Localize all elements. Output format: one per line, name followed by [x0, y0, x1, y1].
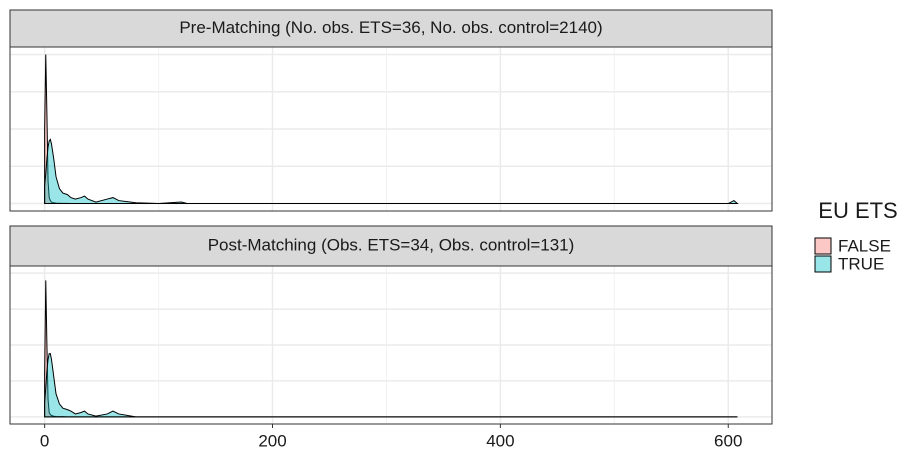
- legend-key: [814, 237, 832, 255]
- legend-key: [814, 255, 832, 273]
- x-tick-label: 200: [258, 431, 286, 450]
- density-area: [44, 138, 739, 205]
- legend-label: FALSE: [838, 236, 891, 255]
- strip: [9, 9, 773, 48]
- legend-label: TRUE: [838, 254, 884, 273]
- panel-border: [9, 265, 773, 425]
- strip: [9, 225, 773, 267]
- strip-title: Pre-Matching (No. obs. ETS=36, No. obs. …: [179, 18, 602, 37]
- x-tick-label: 0: [40, 431, 49, 450]
- x-tick-label: 400: [486, 431, 514, 450]
- legend-title: EU ETS: [818, 198, 897, 223]
- x-tick-label: 600: [714, 431, 742, 450]
- density-area: [44, 353, 738, 418]
- strip-title: Post-Matching (Obs. ETS=34, Obs. control…: [208, 235, 575, 254]
- panel-border: [9, 46, 773, 212]
